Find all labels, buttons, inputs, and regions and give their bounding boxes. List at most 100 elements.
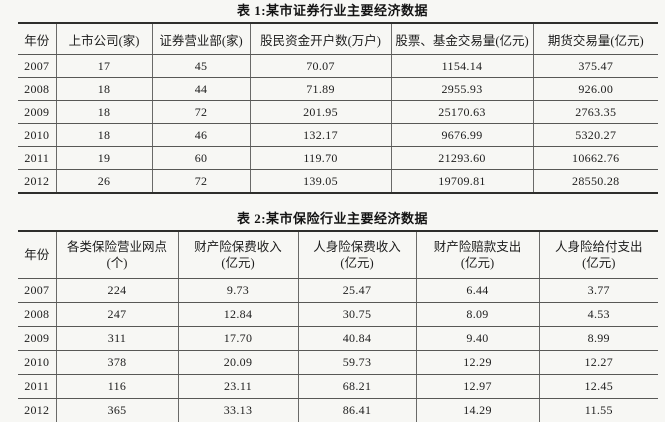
table2-header-row: 年份 各类保险营业网点 (个) 财产险保费收入 (亿元) 人身险保费收入 (亿元) 财…: [18, 231, 658, 279]
cell-value: 71.89: [249, 77, 391, 101]
cell-value: 5320.27: [532, 123, 658, 147]
cell-value: 21293.60: [390, 146, 533, 170]
cell-year: 2011: [18, 374, 56, 399]
cell-year: 2008: [18, 302, 56, 327]
cell-value: 119.70: [249, 146, 391, 170]
securities-table: 年份 上市公司(家) 证券营业部(家) 股民资金开户数(万户) 股票、基金交易量…: [18, 22, 658, 194]
cell-value: 17: [55, 54, 152, 78]
cell-value: 17.70: [177, 326, 298, 351]
cell-year: 2011: [18, 146, 56, 170]
cell-value: 926.00: [532, 77, 658, 101]
cell-value: 1154.14: [390, 54, 533, 78]
cell-value: 8.09: [415, 302, 539, 327]
cell-value: 72: [151, 169, 250, 193]
cell-value: 14.29: [415, 398, 539, 422]
cell-value: 6.44: [415, 278, 539, 303]
column-header-insurance-outlets: 各类保险营业网点 (个): [55, 231, 178, 279]
cell-value: 375.47: [532, 54, 658, 78]
cell-value: 12.27: [538, 350, 658, 375]
column-header-property-premium-income: 财产险保费收入 (亿元): [177, 231, 298, 279]
cell-value: 9676.99: [390, 123, 533, 147]
cell-year: 2009: [18, 100, 56, 124]
insurance-table: 年份 各类保险营业网点 (个) 财产险保费收入 (亿元) 人身险保费收入 (亿元) 财…: [18, 230, 658, 422]
cell-value: 59.73: [297, 350, 416, 375]
cell-value: 40.84: [297, 326, 416, 351]
cell-value: 30.75: [297, 302, 416, 327]
cell-year: 2007: [18, 278, 56, 303]
cell-value: 45: [151, 54, 250, 78]
cell-value: 12.29: [415, 350, 539, 375]
cell-value: 28550.28: [532, 169, 658, 193]
cell-year: 2012: [24, 403, 50, 417]
cell-value: 2955.93: [390, 77, 533, 101]
column-header-life-benefits-paid: 人身险给付支出 (亿元): [538, 231, 658, 279]
cell-year: 2007: [18, 54, 56, 78]
cell-year: 2010: [18, 123, 56, 147]
column-header-year: 年份: [18, 231, 56, 279]
cell-year: 2008: [18, 77, 56, 101]
column-header-stock-fund-volume: 股票、基金交易量(亿元): [390, 23, 533, 55]
cell-value: 25.47: [297, 278, 416, 303]
cell-value: 224: [55, 278, 178, 303]
column-header-futures-volume: 期货交易量(亿元): [532, 23, 658, 55]
table-row: 2009 311 17.70 40.84 9.40 8.99: [18, 326, 658, 351]
table-row: 2011 19 60 119.70 21293.60 10662.76: [18, 146, 658, 170]
cell-year: 2009: [18, 326, 56, 351]
table-row: 2012 26 72 139.05 19709.81 28550.28: [18, 169, 658, 193]
cell-value: 201.95: [249, 100, 391, 124]
table-row: 2008 247 12.84 30.75 8.09 4.53: [18, 302, 658, 327]
cell-value: 247: [55, 302, 178, 327]
cell-value: 72: [151, 100, 250, 124]
table-row: 2010 18 46 132.17 9676.99 5320.27: [18, 123, 658, 147]
cell-value: 46: [151, 123, 250, 147]
table-row: 2007 17 45 70.07 1154.14 375.47: [18, 54, 658, 78]
table2-title: 表 2:某市保险行业主要经济数据: [236, 211, 429, 226]
cell-value: 3.77: [538, 278, 658, 303]
cell-value: 11.55: [538, 398, 658, 422]
cell-value: 23.11: [177, 374, 298, 399]
cell-value: 70.07: [249, 54, 391, 78]
cell-value: 10662.76: [532, 146, 658, 170]
cell-value: 25170.63: [390, 100, 533, 124]
table-row: 2012 365 33.13 86.41 14.29 11.55: [18, 398, 658, 422]
cell-value: 9.40: [415, 326, 539, 351]
cell-value: 378: [55, 350, 178, 375]
cell-value: 12.97: [415, 374, 539, 399]
cell-value: 86.41: [297, 398, 416, 422]
column-header-investor-accounts: 股民资金开户数(万户): [249, 23, 391, 55]
cell-value: 18: [55, 100, 152, 124]
cell-value: 365: [55, 398, 178, 422]
cell-value: 2763.35: [532, 100, 658, 124]
cell-value: 8.99: [538, 326, 658, 351]
cell-value: 18: [55, 123, 152, 147]
cell-value: 60: [151, 146, 250, 170]
cell-value: 19709.81: [390, 169, 533, 193]
column-header-brokerage-branches: 证券营业部(家): [151, 23, 250, 55]
cell-year: 2012: [24, 173, 50, 188]
table1-header-row: 年份 上市公司(家) 证券营业部(家) 股民资金开户数(万户) 股票、基金交易量…: [18, 23, 658, 55]
cell-value: 311: [55, 326, 178, 351]
column-header-property-claims-paid: 财产险赔款支出 (亿元): [415, 231, 539, 279]
cell-value: 12.45: [538, 374, 658, 399]
column-header-listed-companies: 上市公司(家): [55, 23, 152, 55]
table-row: 2010 378 20.09 59.73 12.29 12.27: [18, 350, 658, 375]
cell-value: 4.53: [538, 302, 658, 327]
cell-value: 68.21: [297, 374, 416, 399]
cell-value: 12.84: [177, 302, 298, 327]
column-header-life-premium-income: 人身险保费收入 (亿元): [297, 231, 416, 279]
cell-value: 116: [55, 374, 178, 399]
cell-value: 20.09: [177, 350, 298, 375]
cell-year: 2010: [18, 350, 56, 375]
cell-value: 19: [55, 146, 152, 170]
cell-value: 132.17: [249, 123, 391, 147]
table-row: 2007 224 9.73 25.47 6.44 3.77: [18, 278, 658, 303]
column-header-year: 年份: [18, 23, 56, 55]
cell-value: 26: [55, 169, 152, 193]
table-row: 2011 116 23.11 68.21 12.97 12.45: [18, 374, 658, 399]
table-row: 2009 18 72 201.95 25170.63 2763.35: [18, 100, 658, 124]
cell-value: 139.05: [249, 169, 391, 193]
cell-value: 44: [151, 77, 250, 101]
table1-title: 表 1:某市证券行业主要经济数据: [236, 3, 429, 18]
table-row: 2008 18 44 71.89 2955.93 926.00: [18, 77, 658, 101]
